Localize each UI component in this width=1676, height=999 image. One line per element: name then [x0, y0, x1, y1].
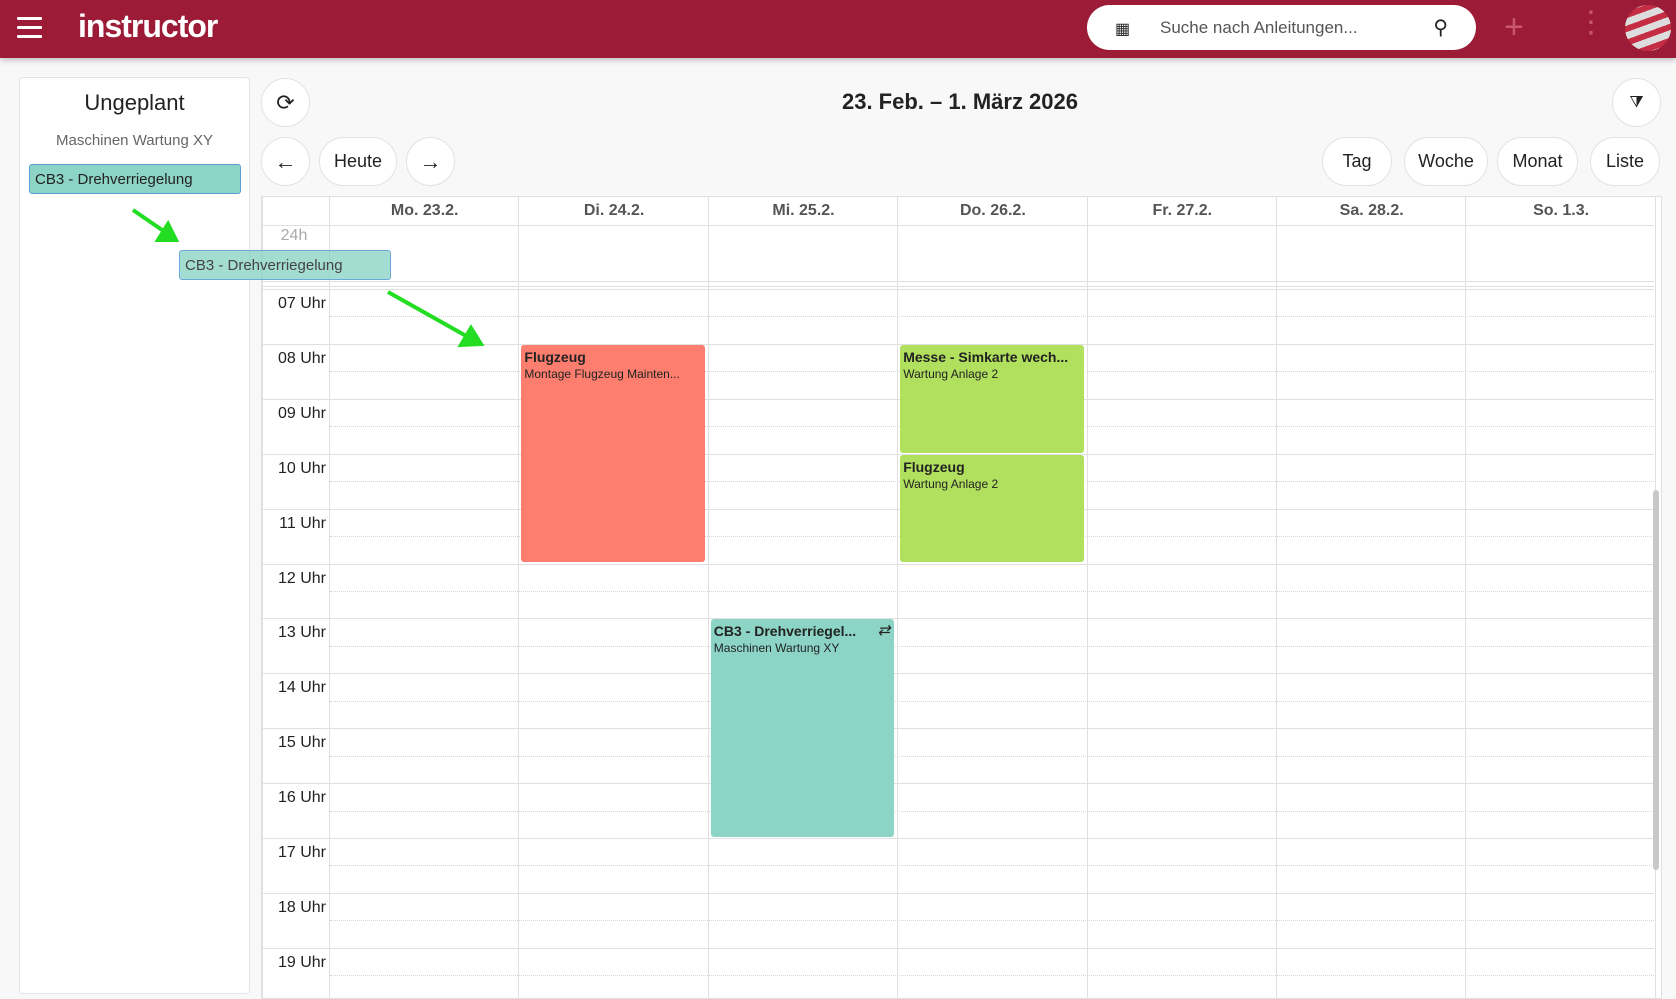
- hour-line: [262, 947, 1654, 949]
- view-liste-button[interactable]: Liste: [1590, 137, 1660, 186]
- column-divider: [1465, 197, 1467, 998]
- column-divider: [329, 197, 330, 998]
- plus-icon[interactable]: +: [1504, 8, 1524, 46]
- drag-ghost[interactable]: CB3 - Drehverriegelung: [179, 250, 391, 280]
- column-divider: [518, 197, 520, 998]
- half-hour-line: [330, 316, 1654, 318]
- event-subtitle: Wartung Anlage 2: [903, 476, 999, 491]
- unplanned-sidebar: Ungeplant Maschinen Wartung XY CB3 - Dre…: [19, 77, 250, 994]
- filter-list-icon: ⧩: [1629, 93, 1644, 111]
- time-label: 08 Uhr: [277, 349, 326, 367]
- time-label: 14 Uhr: [277, 679, 326, 697]
- column-divider: [707, 197, 709, 998]
- hour-line: [262, 343, 1654, 345]
- time-label: 15 Uhr: [277, 734, 326, 752]
- hour-line: [262, 783, 1654, 785]
- event-subtitle: Wartung Anlage 2: [903, 366, 999, 381]
- half-hour-line: [330, 645, 1654, 647]
- half-hour-line: [330, 810, 1654, 812]
- next-button[interactable]: →: [406, 137, 455, 186]
- more-vert-icon[interactable]: ⋮: [1576, 6, 1606, 39]
- divider: [262, 281, 1654, 282]
- time-label: 11 Uhr: [279, 514, 326, 532]
- menu-icon[interactable]: [17, 17, 42, 39]
- time-label: 19 Uhr: [277, 953, 326, 971]
- logo[interactable]: instructor: [78, 8, 218, 44]
- half-hour-line: [330, 865, 1654, 867]
- qr-code-icon[interactable]: ▦: [1115, 21, 1131, 38]
- event-title: CB3 - Drehverriegel...: [713, 623, 857, 640]
- time-label: 07 Uhr: [277, 295, 326, 312]
- calendar-event[interactable]: CB3 - Drehverriegel... Maschinen Wartung …: [710, 619, 895, 837]
- hour-line: [262, 728, 1654, 730]
- hour-line: [262, 563, 1654, 565]
- hour-line: [262, 453, 1654, 455]
- refresh-button[interactable]: ⟳: [261, 78, 310, 127]
- time-label: 13 Uhr: [277, 624, 326, 642]
- time-label: 09 Uhr: [277, 404, 326, 422]
- half-hour-line: [330, 920, 1654, 922]
- divider: [262, 286, 1654, 287]
- day-header[interactable]: Mo. 23.2.: [390, 202, 459, 219]
- column-divider: [1276, 197, 1277, 998]
- hour-line: [262, 838, 1654, 839]
- half-hour-line: [330, 755, 1654, 757]
- prev-button[interactable]: ←: [261, 137, 310, 186]
- day-header[interactable]: Sa. 28.2.: [1339, 202, 1404, 219]
- unplanned-item[interactable]: CB3 - Drehverriegelung: [29, 164, 241, 194]
- arrow-right-icon: →: [419, 148, 442, 174]
- column-divider: [262, 197, 263, 998]
- allday-label: 24h: [280, 227, 308, 244]
- day-header[interactable]: Do. 26.2.: [959, 202, 1026, 219]
- time-label: 17 Uhr: [277, 844, 326, 861]
- day-header[interactable]: So. 1.3.: [1533, 202, 1590, 219]
- event-title: Flugzeug: [524, 348, 586, 365]
- day-header[interactable]: Mi. 25.2.: [772, 202, 835, 219]
- half-hour-line: [330, 700, 1654, 702]
- view-monat-button[interactable]: Monat: [1497, 137, 1578, 186]
- day-header[interactable]: Di. 24.2.: [583, 202, 645, 219]
- sidebar-title: Ungeplant: [84, 90, 185, 115]
- top-bar: instructor ▦ Suche nach Anleitungen... ⚲…: [0, 0, 1676, 58]
- event-subtitle: Montage Flugzeug Mainten...: [524, 366, 680, 381]
- sidebar-group-label: Maschinen Wartung XY: [55, 132, 214, 149]
- divider: [262, 225, 1654, 226]
- half-hour-line: [330, 975, 1654, 977]
- day-header[interactable]: Fr. 27.2.: [1152, 202, 1213, 219]
- event-title: Messe - Simkarte wech...: [903, 348, 1069, 365]
- time-label: 16 Uhr: [277, 789, 326, 807]
- hour-line: [262, 892, 1654, 894]
- refresh-icon: ⟳: [276, 89, 295, 115]
- hour-line: [262, 289, 1654, 290]
- calendar-event[interactable]: Messe - Simkarte wech... Wartung Anlage 2: [900, 344, 1084, 453]
- today-button[interactable]: Heute: [319, 137, 397, 186]
- search-input[interactable]: Suche nach Anleitungen...: [1160, 18, 1358, 37]
- hour-line: [262, 618, 1654, 620]
- week-calendar: 24h Mo. 23.2. Di. 24.2. Mi. 25.2. Do. 26.2.…: [261, 196, 1662, 999]
- calendar-event[interactable]: Flugzeug Montage Flugzeug Mainten...: [521, 344, 705, 563]
- avatar[interactable]: [1625, 5, 1671, 51]
- search-icon[interactable]: ⚲: [1433, 17, 1448, 39]
- calendar-scrollbar[interactable]: [1653, 490, 1659, 870]
- filter-button[interactable]: ⧩: [1612, 78, 1661, 127]
- view-tag-button[interactable]: Tag: [1322, 137, 1392, 186]
- time-label: 12 Uhr: [277, 569, 326, 587]
- column-divider: [897, 197, 899, 998]
- half-hour-line: [330, 590, 1654, 592]
- hour-line: [262, 673, 1654, 675]
- date-range-title: 23. Feb. – 1. März 2026: [841, 89, 1079, 114]
- time-label: 10 Uhr: [277, 459, 326, 477]
- recurring-icon: ⇄: [877, 622, 891, 640]
- event-subtitle: Maschinen Wartung XY: [713, 641, 840, 656]
- search-bar[interactable]: ▦ Suche nach Anleitungen... ⚲: [1087, 5, 1476, 50]
- time-label: 18 Uhr: [277, 898, 326, 916]
- view-woche-button[interactable]: Woche: [1404, 137, 1488, 186]
- column-divider: [1086, 197, 1088, 998]
- arrow-left-icon: ←: [274, 148, 297, 174]
- calendar-event[interactable]: Flugzeug Wartung Anlage 2: [900, 454, 1084, 563]
- event-title: Flugzeug: [903, 458, 965, 475]
